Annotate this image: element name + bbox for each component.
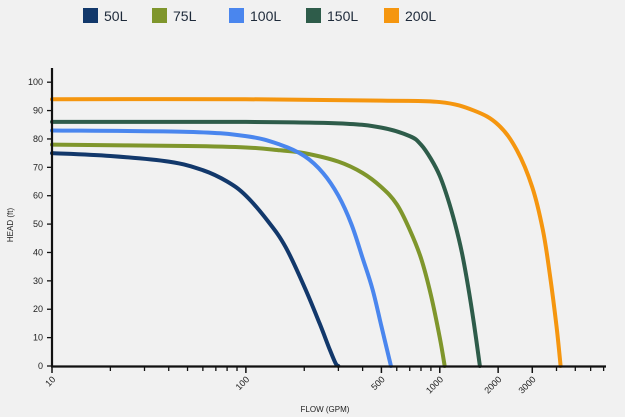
y-tick-label: 60 xyxy=(33,191,43,201)
x-ticks: 10 100 500 1000 2000 3000 xyxy=(43,366,605,396)
y-axis-title: HEAD (ft) xyxy=(6,208,15,243)
pump-curves xyxy=(50,97,563,368)
legend-label-100l: 100L xyxy=(250,8,281,24)
axes xyxy=(50,68,606,368)
x-tick-label: 10 xyxy=(43,374,57,388)
y-tick-label: 90 xyxy=(33,106,43,116)
x-tick-label: 1000 xyxy=(424,374,445,395)
curve-50l xyxy=(50,151,341,368)
y-tick-label: 20 xyxy=(33,304,43,314)
y-tick-label: 100 xyxy=(28,77,43,87)
legend-swatch-200l xyxy=(384,8,399,23)
legend-swatch-100l xyxy=(229,8,244,23)
x-tick-label: 100 xyxy=(234,374,252,392)
legend-swatch-150l xyxy=(306,8,321,23)
x-tick-label: 2000 xyxy=(482,374,503,395)
y-tick-label: 30 xyxy=(33,276,43,286)
x-axis-title: FLOW (GPM) xyxy=(301,405,350,414)
x-tick-label: 500 xyxy=(369,374,387,392)
y-tick-label: 70 xyxy=(33,162,43,172)
legend-label-75l: 75L xyxy=(173,8,197,24)
y-tick-label: 10 xyxy=(33,333,43,343)
y-tick-label: 40 xyxy=(33,247,43,257)
y-tick-label: 0 xyxy=(38,361,43,371)
legend-swatch-75l xyxy=(152,8,167,23)
y-tick-label: 50 xyxy=(33,219,43,229)
legend-label-50l: 50L xyxy=(104,8,128,24)
curve-75l xyxy=(50,142,447,368)
legend-swatch-50l xyxy=(83,8,98,23)
y-ticks: 0 10 20 30 40 50 60 70 80 90 100 xyxy=(28,77,52,371)
curve-200l xyxy=(50,97,563,368)
curve-100l xyxy=(50,128,393,368)
curve-150l xyxy=(50,119,482,368)
legend-label-200l: 200L xyxy=(405,8,436,24)
legend-label-150l: 150L xyxy=(327,8,358,24)
y-tick-label: 80 xyxy=(33,134,43,144)
x-tick-label: 3000 xyxy=(516,374,537,395)
legend: 50L 75L 100L 150L 200L xyxy=(83,8,436,24)
